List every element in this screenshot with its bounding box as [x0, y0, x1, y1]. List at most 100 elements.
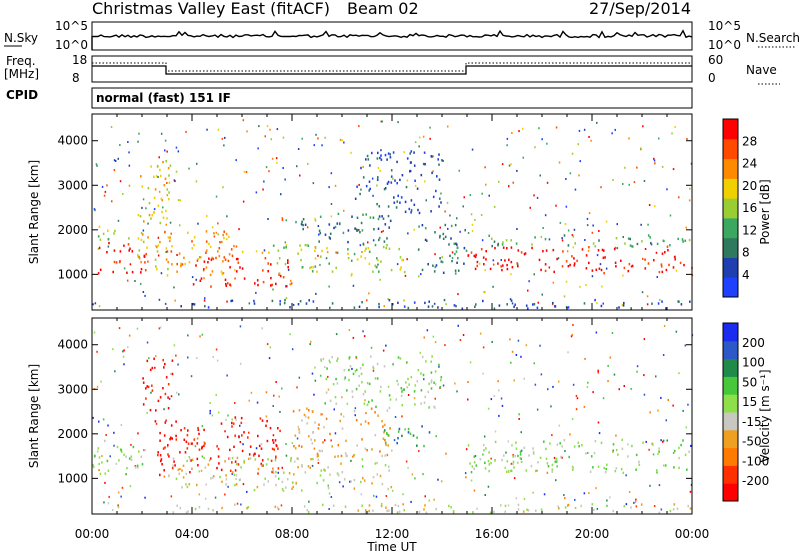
velocity-speck	[170, 395, 173, 398]
power-cell	[166, 274, 169, 277]
velocity-speck	[261, 327, 263, 330]
velocity-cell	[400, 394, 403, 398]
power-speck	[242, 119, 245, 122]
velocity-speck	[517, 339, 520, 342]
velocity-cell	[376, 473, 379, 476]
power-cell	[631, 264, 634, 268]
power-speck	[538, 127, 540, 130]
power-cell	[356, 185, 358, 188]
velocity-cell	[472, 511, 474, 514]
velocity-cell	[275, 456, 277, 459]
velocity-speck	[571, 333, 573, 336]
velocity-cell	[161, 463, 163, 466]
velocity-speck	[607, 380, 609, 383]
velocity-speck	[93, 331, 96, 334]
velocity-cell	[260, 447, 263, 450]
velocity-speck	[660, 396, 662, 399]
power-speck	[352, 284, 355, 287]
power-cell	[222, 233, 224, 237]
power-speck	[403, 299, 405, 302]
power-speck	[596, 121, 598, 124]
power-cell	[631, 245, 633, 248]
power-speck	[306, 226, 309, 229]
power-cell	[224, 258, 227, 261]
power-cell	[171, 263, 173, 266]
velocity-speck	[611, 332, 614, 334]
velocity-cell	[151, 384, 153, 387]
power-cell	[523, 253, 526, 256]
velocity-cell	[368, 509, 370, 513]
power-cell	[573, 262, 576, 265]
velocity-cell	[271, 447, 274, 451]
velocity-speck	[136, 327, 139, 330]
velocity-cell	[237, 463, 240, 466]
velocity-cell	[379, 450, 381, 453]
power-speck	[383, 305, 385, 308]
power-speck	[590, 139, 592, 142]
power-cell	[506, 267, 509, 271]
velocity-cell	[196, 457, 199, 461]
power-cell	[180, 262, 182, 265]
power-speck	[533, 194, 535, 197]
power-cell	[664, 251, 666, 254]
velocity-cell	[572, 466, 574, 470]
power-cell	[674, 258, 676, 261]
velocity-cell	[104, 439, 106, 443]
power-speck	[478, 262, 481, 265]
power-cell	[567, 265, 570, 268]
power-cell	[140, 238, 143, 242]
power-speck	[315, 292, 317, 295]
power-speck	[447, 125, 449, 128]
power-cell	[376, 265, 378, 269]
velocity-cell	[519, 457, 521, 460]
velocity-cell	[163, 366, 165, 369]
power-cell	[453, 242, 456, 245]
velocity-speck	[328, 508, 330, 510]
velocity-speck	[491, 341, 493, 343]
power-speck	[666, 188, 668, 191]
power-cell	[463, 246, 466, 250]
velocity-cell	[400, 387, 403, 390]
velocity-speck	[628, 491, 631, 493]
velocity-cell	[327, 466, 329, 469]
velocity-speck	[540, 373, 543, 376]
velocity-speck	[209, 402, 211, 404]
velocity-cell	[676, 507, 679, 510]
power-speck	[142, 229, 145, 232]
power-cell	[644, 267, 647, 270]
velocity-cell	[175, 434, 177, 438]
power-cell	[205, 249, 208, 252]
velocity-cell	[212, 476, 214, 479]
velocity-speck	[248, 399, 250, 402]
power-cell	[401, 174, 404, 177]
velocity-cell	[421, 425, 423, 428]
velocity-cell	[371, 448, 373, 451]
power-speck	[541, 293, 543, 296]
velocity-cell	[580, 504, 582, 508]
power-cell	[99, 268, 102, 271]
velocity-speck	[520, 449, 523, 452]
power-cell	[302, 227, 304, 231]
velocity-speck	[393, 439, 396, 442]
velocity-speck	[567, 351, 569, 354]
power-cell	[385, 246, 387, 250]
power-cell	[102, 232, 105, 236]
power-speck	[451, 257, 454, 259]
power-cell	[222, 272, 225, 275]
velocity-cell	[294, 434, 297, 437]
velocity-cell	[394, 503, 397, 507]
power-speck	[451, 251, 454, 254]
velocity-cell	[559, 442, 561, 445]
velocity-cell	[361, 504, 363, 507]
velocity-cell	[353, 487, 356, 490]
velocity-cell	[279, 429, 281, 433]
power-cell	[453, 304, 456, 307]
velocity-speck	[168, 397, 171, 400]
power-cell	[128, 249, 130, 252]
velocity-cell	[389, 427, 391, 430]
power-speck	[128, 184, 131, 187]
power-speck	[276, 161, 278, 164]
power-speck	[165, 251, 167, 253]
velocity-speck	[440, 480, 443, 483]
power-cell	[223, 256, 226, 259]
